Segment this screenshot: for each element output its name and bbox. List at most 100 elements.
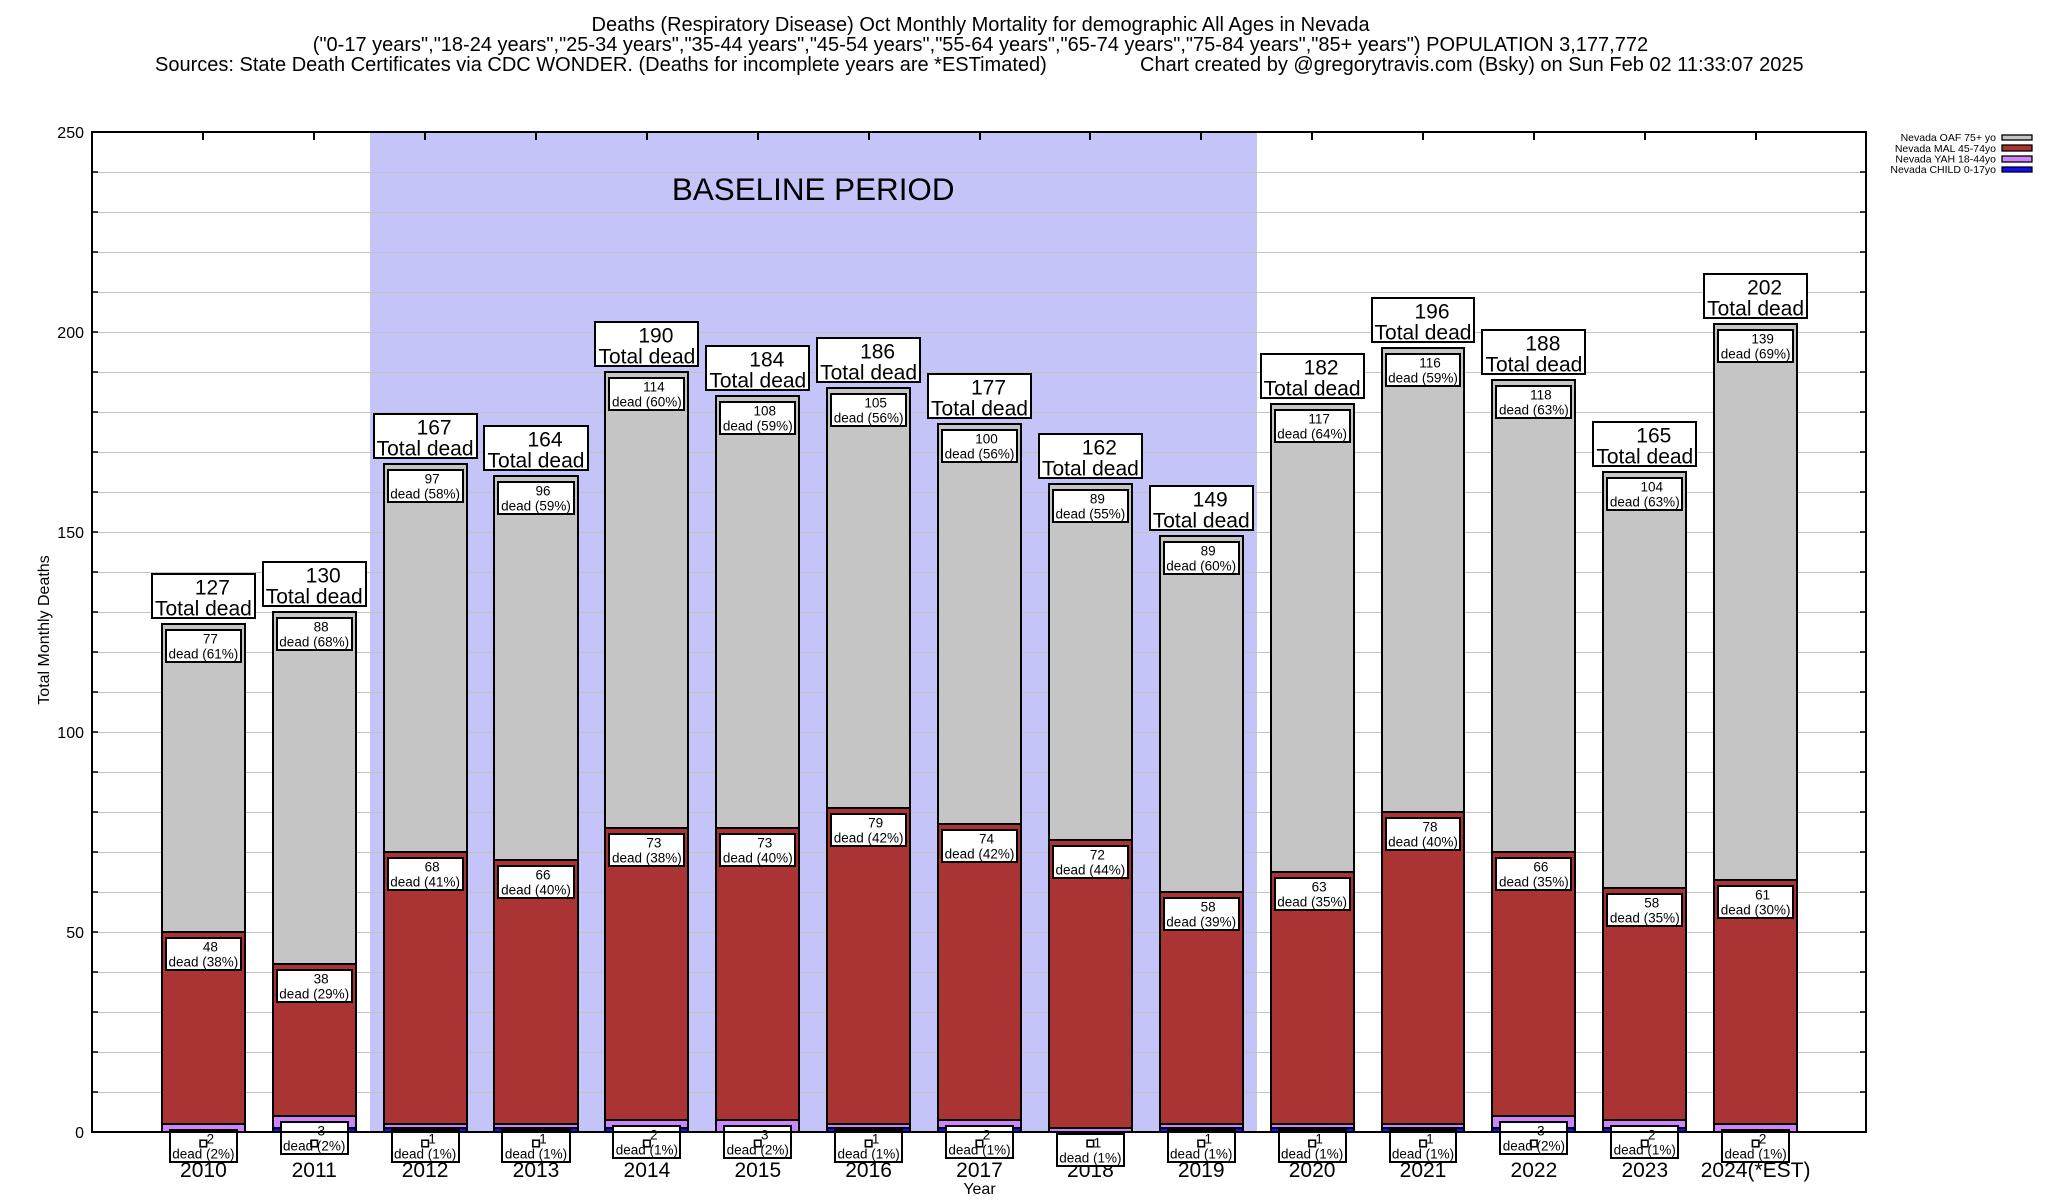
svg-text:1: 1 [1426, 1131, 1434, 1146]
svg-text:dead (40%): dead (40%) [501, 883, 571, 898]
svg-text:89: 89 [1090, 491, 1105, 506]
svg-text:105: 105 [864, 395, 887, 410]
svg-text:2019: 2019 [1178, 1159, 1225, 1182]
svg-text:196: 196 [1414, 301, 1449, 324]
svg-text:Total dead: Total dead [598, 346, 695, 369]
svg-text:dead (55%): dead (55%) [1056, 507, 1126, 522]
svg-text:2010: 2010 [180, 1159, 227, 1182]
svg-text:dead (1%): dead (1%) [1724, 1147, 1786, 1162]
svg-text:Nevada YAH 18-44yo: Nevada YAH 18-44yo [1895, 154, 1996, 166]
svg-text:dead (1%): dead (1%) [505, 1147, 567, 1162]
svg-text:3: 3 [317, 1123, 325, 1138]
svg-text:dead (40%): dead (40%) [723, 851, 793, 866]
svg-text:Total dead: Total dead [1153, 510, 1250, 533]
svg-text:104: 104 [1641, 479, 1664, 494]
svg-text:dead (42%): dead (42%) [834, 831, 904, 846]
svg-text:2016: 2016 [845, 1159, 892, 1182]
svg-text:58: 58 [1201, 899, 1216, 914]
svg-text:1: 1 [872, 1131, 880, 1146]
svg-text:100: 100 [57, 725, 84, 742]
svg-text:BASELINE PERIOD: BASELINE PERIOD [672, 172, 955, 207]
svg-text:Nevada CHILD 0-17yo: Nevada CHILD 0-17yo [1890, 164, 1996, 176]
svg-text:dead (2%): dead (2%) [172, 1147, 234, 1162]
svg-text:Total dead: Total dead [1596, 446, 1693, 469]
svg-text:63: 63 [1312, 879, 1327, 894]
svg-text:dead (61%): dead (61%) [169, 647, 239, 662]
svg-text:2017: 2017 [956, 1159, 1003, 1182]
svg-text:dead (1%): dead (1%) [837, 1147, 899, 1162]
svg-text:3: 3 [761, 1127, 769, 1142]
svg-text:108: 108 [754, 403, 777, 418]
svg-text:186: 186 [860, 341, 895, 364]
svg-text:68: 68 [425, 859, 440, 874]
svg-text:0: 0 [75, 1125, 84, 1142]
svg-text:97: 97 [425, 471, 440, 486]
svg-text:Total dead: Total dead [377, 438, 474, 461]
svg-text:dead (1%): dead (1%) [1614, 1143, 1676, 1158]
svg-text:dead (38%): dead (38%) [169, 955, 239, 970]
svg-text:202: 202 [1747, 277, 1782, 300]
svg-text:dead (59%): dead (59%) [501, 499, 571, 514]
svg-text:Total dead: Total dead [931, 398, 1028, 421]
svg-text:114: 114 [643, 379, 665, 394]
svg-text:Year: Year [963, 1181, 996, 1198]
svg-text:Total dead: Total dead [709, 370, 806, 393]
svg-text:dead (2%): dead (2%) [1503, 1139, 1565, 1154]
svg-text:2022: 2022 [1511, 1159, 1558, 1182]
svg-text:2021: 2021 [1400, 1159, 1447, 1182]
svg-text:2015: 2015 [734, 1159, 781, 1182]
svg-text:165: 165 [1636, 425, 1671, 448]
svg-text:164: 164 [527, 429, 562, 452]
svg-text:dead (35%): dead (35%) [1277, 895, 1347, 910]
svg-text:dead (1%): dead (1%) [616, 1143, 678, 1158]
svg-text:79: 79 [868, 815, 883, 830]
svg-text:Total dead: Total dead [1264, 378, 1361, 401]
svg-text:dead (40%): dead (40%) [1388, 835, 1458, 850]
svg-text:dead (59%): dead (59%) [1388, 371, 1458, 386]
svg-text:1: 1 [428, 1131, 436, 1146]
svg-text:dead (1%): dead (1%) [1281, 1147, 1343, 1162]
svg-text:2: 2 [207, 1131, 215, 1146]
svg-text:Nevada MAL 45-74yo: Nevada MAL 45-74yo [1895, 143, 1996, 155]
svg-text:dead (42%): dead (42%) [945, 847, 1015, 862]
svg-text:dead (69%): dead (69%) [1721, 347, 1791, 362]
svg-text:2012: 2012 [402, 1159, 449, 1182]
svg-text:Nevada OAF 75+ yo: Nevada OAF 75+ yo [1901, 132, 1997, 144]
svg-text:Total dead: Total dead [1375, 322, 1472, 345]
svg-text:2020: 2020 [1289, 1159, 1336, 1182]
svg-text:Total dead: Total dead [155, 598, 252, 621]
svg-text:190: 190 [638, 325, 673, 348]
svg-text:77: 77 [203, 631, 218, 646]
svg-text:182: 182 [1304, 357, 1339, 380]
svg-text:162: 162 [1082, 437, 1117, 460]
svg-text:dead (1%): dead (1%) [1392, 1147, 1454, 1162]
svg-text:Chart created by @gregorytravi: Chart created by @gregorytravis.com (Bsk… [1140, 54, 1804, 76]
svg-text:dead (1%): dead (1%) [394, 1147, 456, 1162]
svg-text:188: 188 [1525, 333, 1560, 356]
svg-text:130: 130 [306, 565, 341, 588]
svg-text:48: 48 [203, 939, 218, 954]
svg-text:dead (60%): dead (60%) [612, 395, 682, 410]
svg-text:dead (1%): dead (1%) [948, 1143, 1010, 1158]
svg-text:116: 116 [1419, 355, 1441, 370]
svg-text:dead (56%): dead (56%) [834, 411, 904, 426]
svg-text:("0-17 years","18-24 years","2: ("0-17 years","18-24 years","25-34 years… [313, 34, 1648, 56]
svg-text:Total dead: Total dead [1707, 298, 1804, 321]
svg-text:66: 66 [1533, 859, 1548, 874]
svg-text:1: 1 [1204, 1131, 1212, 1146]
svg-text:73: 73 [757, 835, 772, 850]
svg-text:dead (35%): dead (35%) [1610, 911, 1680, 926]
svg-text:2013: 2013 [513, 1159, 560, 1182]
svg-text:50: 50 [66, 925, 84, 942]
svg-text:100: 100 [975, 431, 998, 446]
svg-text:dead (63%): dead (63%) [1610, 495, 1680, 510]
svg-text:2: 2 [1648, 1127, 1656, 1142]
svg-text:2: 2 [983, 1127, 991, 1142]
svg-text:72: 72 [1090, 847, 1105, 862]
svg-text:150: 150 [57, 525, 84, 542]
svg-text:167: 167 [417, 417, 452, 440]
svg-text:Total dead: Total dead [266, 586, 363, 609]
svg-text:dead (58%): dead (58%) [390, 487, 460, 502]
svg-text:dead (41%): dead (41%) [390, 875, 460, 890]
svg-text:3: 3 [1537, 1123, 1545, 1138]
